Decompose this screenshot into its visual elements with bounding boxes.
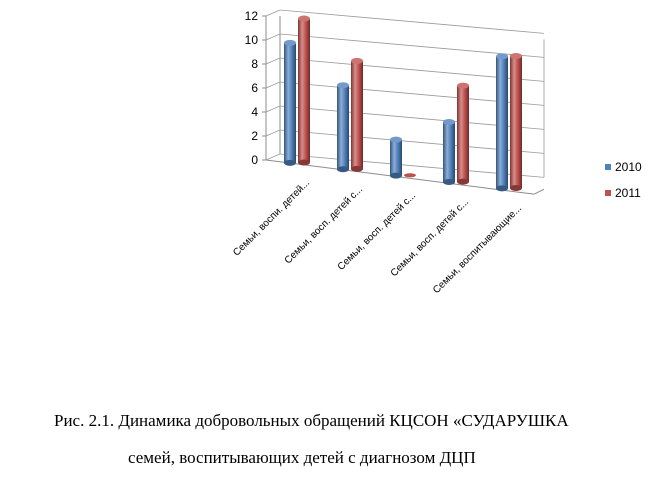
legend: 2010 2011 xyxy=(605,160,642,200)
gridline xyxy=(279,9,545,34)
bar-2010-cat-2 xyxy=(337,82,349,173)
gridline-side xyxy=(265,129,281,137)
gridline-side xyxy=(265,9,281,17)
category-labels: Семьи, воспи. детей...Семьи, восп. детей… xyxy=(231,178,524,296)
bar-2010-cat-5 xyxy=(496,53,508,192)
bar-2010-cat-1 xyxy=(284,39,296,166)
legend-label-2010: 2010 xyxy=(615,160,642,174)
gridline-side xyxy=(265,105,281,113)
legend-swatch-2011 xyxy=(605,190,611,196)
bar-2011-cat-4 xyxy=(457,82,469,185)
gridline-side xyxy=(265,81,281,89)
y-tick-label: 2 xyxy=(251,129,258,143)
floor-edge-side xyxy=(533,188,545,195)
figure-caption-line-1: Рис. 2.1. Динамика добровольных обращени… xyxy=(54,411,569,430)
legend-label-2011: 2011 xyxy=(615,186,641,200)
figure-caption-line-2: семей, воспитывающих детей с диагнозом Д… xyxy=(128,448,476,467)
y-tick-label: 12 xyxy=(245,9,259,23)
y-tick-label: 0 xyxy=(251,153,258,167)
gridline-side xyxy=(265,57,281,65)
bar-2010-cat-3 xyxy=(390,136,402,179)
bar-chart-3d: 0 2 4 6 8 10 12 Семьи, воспи. детей...Семьи, в… xyxy=(231,9,642,296)
bar-2011-cat-3 xyxy=(404,173,416,178)
bar-2011-cat-2 xyxy=(351,57,363,172)
gridline-side xyxy=(265,153,281,161)
bar-2011-cat-1 xyxy=(298,15,310,166)
y-tick-label: 8 xyxy=(251,57,258,71)
y-tick-label: 6 xyxy=(251,81,258,95)
y-tick-label: 10 xyxy=(245,33,259,47)
legend-swatch-2010 xyxy=(605,164,611,170)
bar-2011-cat-5 xyxy=(510,53,522,191)
bars-group xyxy=(284,15,522,192)
bar-2010-cat-4 xyxy=(443,118,455,185)
gridline-side xyxy=(265,33,281,41)
y-axis: 0 2 4 6 8 10 12 xyxy=(245,9,267,167)
y-tick-label: 4 xyxy=(251,105,258,119)
